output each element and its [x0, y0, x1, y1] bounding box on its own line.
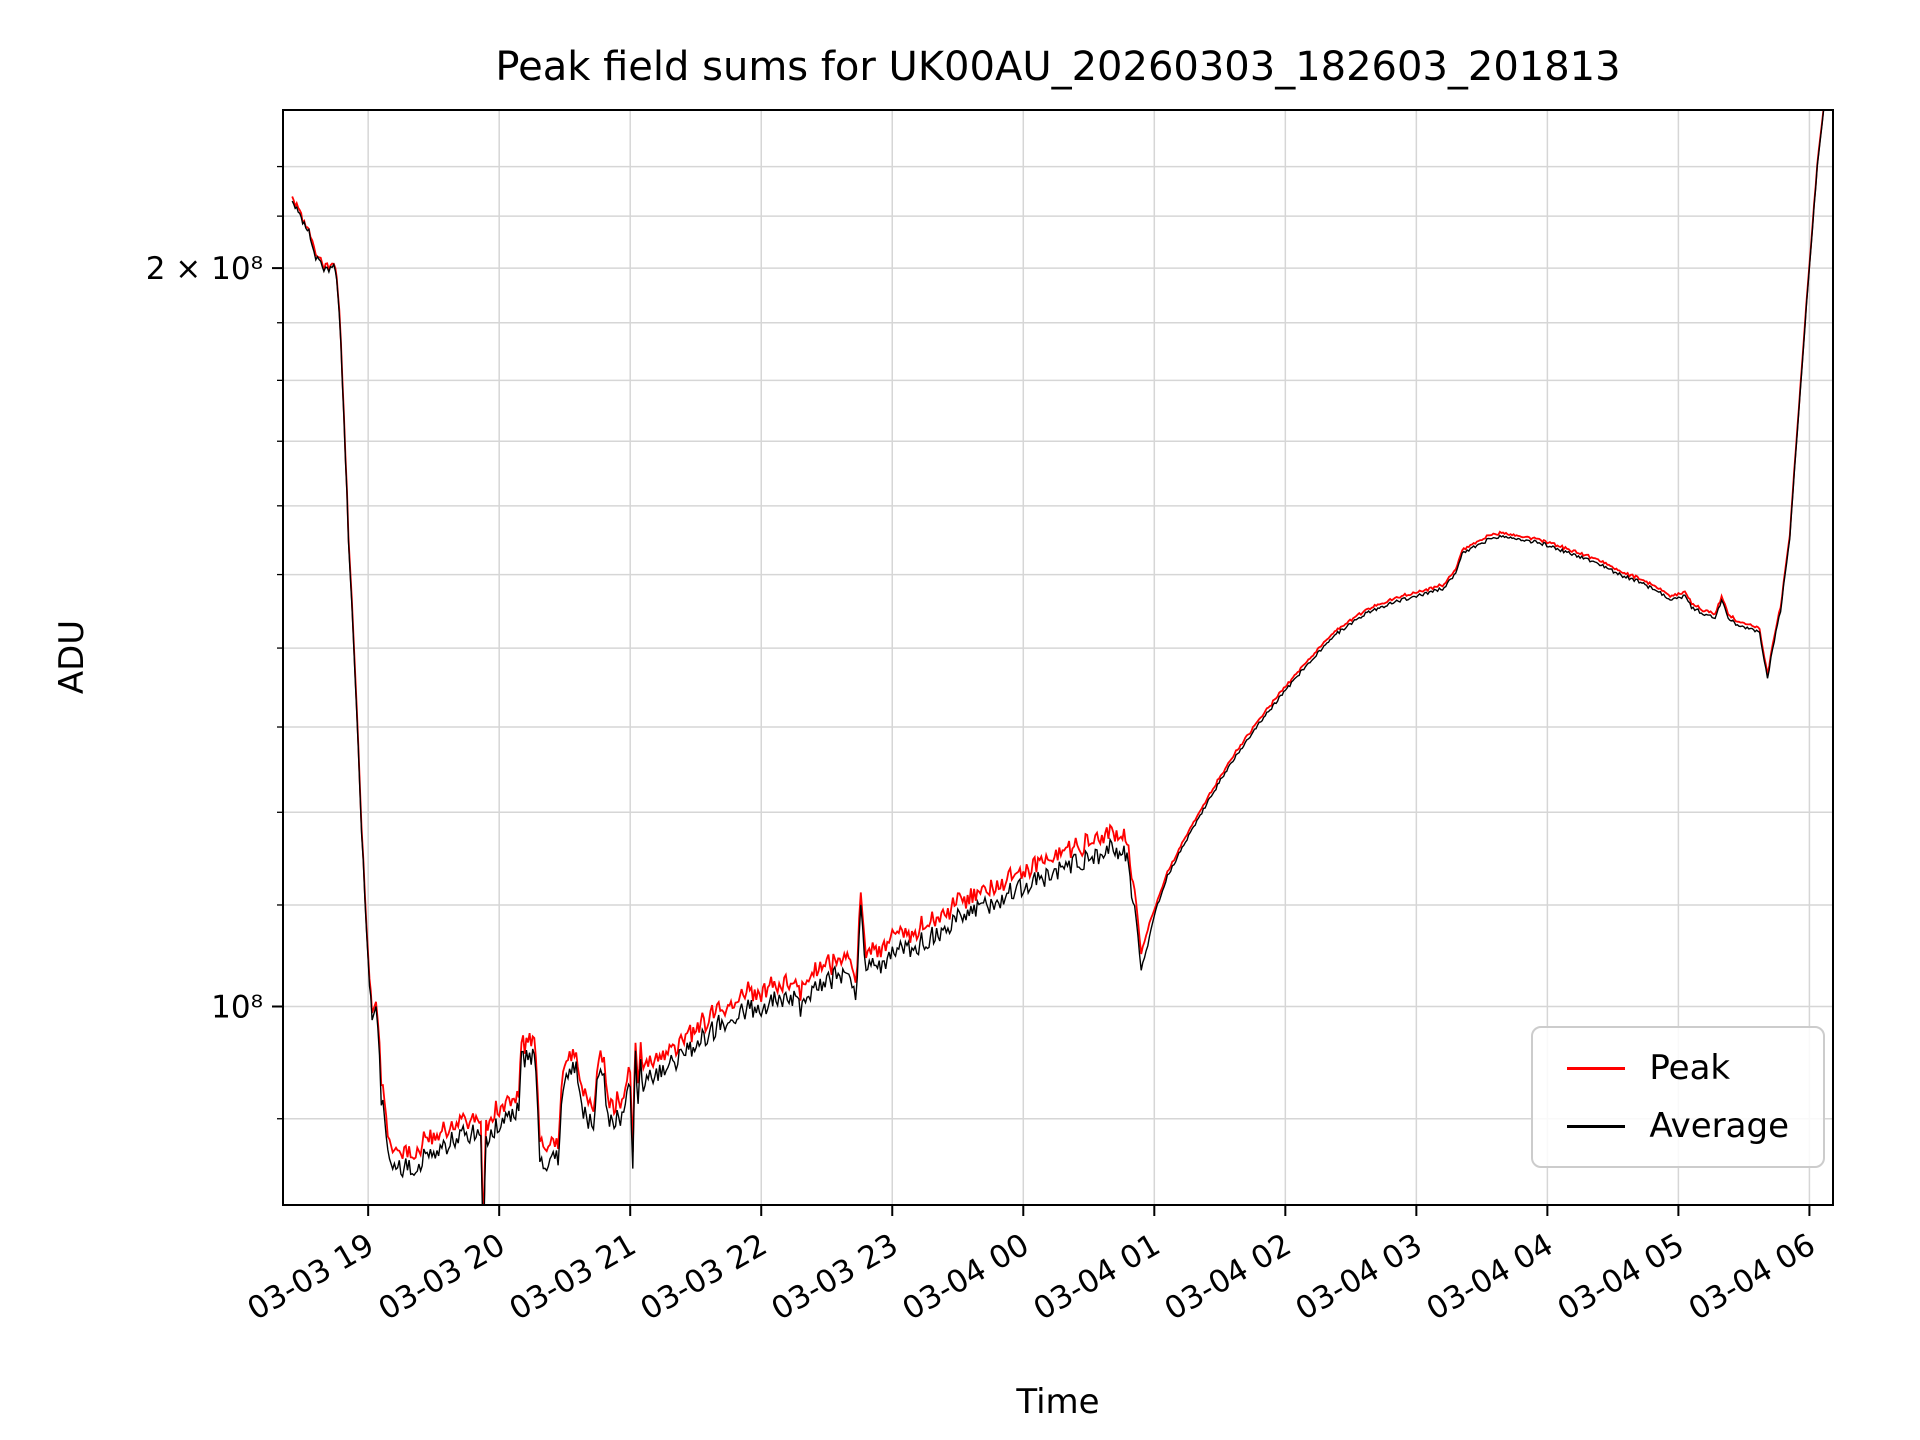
- legend-line-sample: [1567, 1124, 1626, 1128]
- legend-line-sample: [1567, 1066, 1626, 1070]
- legend-item-peak: Peak: [1567, 1048, 1789, 1088]
- plot-border: [282, 109, 1834, 1206]
- x-tick-label: 03-04 04: [1421, 1227, 1560, 1328]
- series-peak-line: [291, 110, 1825, 1205]
- x-tick-label: 03-03 19: [241, 1227, 380, 1328]
- x-tick-label: 03-03 21: [503, 1227, 642, 1328]
- x-tick-label: 03-04 01: [1028, 1227, 1167, 1328]
- x-tick-label: 03-03 20: [372, 1227, 511, 1328]
- legend-item-average: Average: [1567, 1106, 1789, 1146]
- x-tick-label: 03-04 00: [897, 1227, 1036, 1328]
- series-average-line: [291, 110, 1825, 1205]
- legend: Peak Average: [1531, 1026, 1825, 1168]
- x-tick-label: 03-04 03: [1290, 1227, 1429, 1328]
- x-tick-label: 03-03 22: [635, 1227, 774, 1328]
- x-tick-label: 03-03 23: [766, 1227, 905, 1328]
- legend-label: Average: [1649, 1106, 1789, 1146]
- x-axis-label: Time: [1016, 1382, 1100, 1422]
- x-tick-label: 03-04 05: [1552, 1227, 1691, 1328]
- chart-title: Peak field sums for UK00AU_20260303_1826…: [495, 44, 1621, 90]
- y-tick-label: 10⁸: [211, 990, 263, 1026]
- legend-label: Peak: [1649, 1048, 1731, 1088]
- x-tick-label: 03-04 02: [1159, 1227, 1298, 1328]
- y-tick-label: 2 × 10⁸: [146, 251, 263, 287]
- x-tick-label: 03-04 06: [1683, 1227, 1822, 1328]
